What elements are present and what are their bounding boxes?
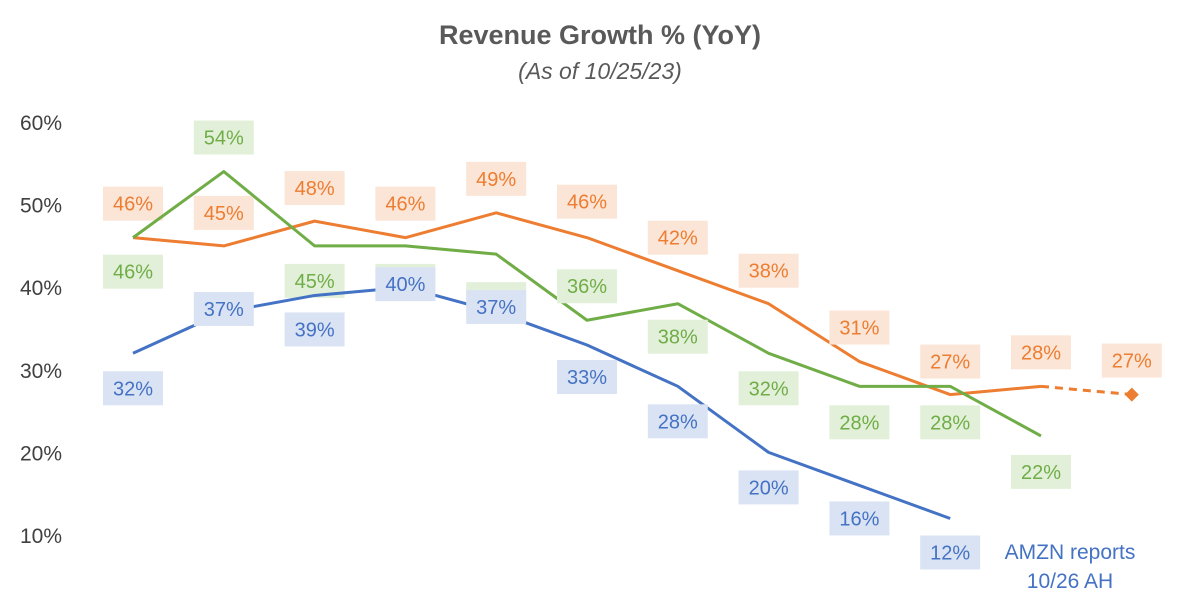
data-label-bg <box>557 184 617 219</box>
data-label-bg <box>829 405 890 440</box>
data-label: 54% <box>204 128 244 150</box>
data-label-bg <box>193 195 254 230</box>
annotation-line-2: 10/26 AH <box>1026 570 1114 593</box>
data-label-bg <box>284 171 345 206</box>
data-label-bg <box>466 161 527 196</box>
data-label: 27% <box>1112 351 1152 373</box>
data-label: 45% <box>295 271 335 293</box>
data-label: 40% <box>385 274 425 296</box>
data-label: 32% <box>113 378 153 400</box>
data-label-bg <box>466 289 527 324</box>
data-label-bg <box>920 405 981 440</box>
y-tick-label: 50% <box>20 195 62 218</box>
data-label: 46% <box>385 194 425 216</box>
data-label: 31% <box>839 318 879 340</box>
data-label: 39% <box>295 319 335 341</box>
series-projection-line-0 <box>1040 384 1132 397</box>
data-label-bg <box>375 267 436 302</box>
data-label: 38% <box>658 327 698 349</box>
series-line-1 <box>132 170 1042 438</box>
data-label-bg <box>557 269 617 304</box>
y-tick-label: 10% <box>20 525 62 548</box>
data-label: 33% <box>567 367 607 389</box>
data-label: 49% <box>476 169 516 191</box>
data-label-bg <box>920 344 981 379</box>
data-label: 22% <box>1021 462 1061 484</box>
chart-title: Revenue Growth % (YoY) <box>438 20 762 50</box>
data-label-bg <box>103 254 163 289</box>
data-label-bg <box>193 120 254 155</box>
data-label: 28% <box>930 412 970 434</box>
data-label-bg <box>738 371 799 406</box>
data-label-bg <box>647 319 708 354</box>
data-label: 16% <box>839 508 879 530</box>
data-label-bg <box>738 253 799 288</box>
data-label-bg <box>103 371 163 406</box>
data-label: 46% <box>113 262 153 284</box>
data-label: 38% <box>749 261 789 283</box>
data-label-bg <box>103 186 163 221</box>
series-line-0 <box>132 211 1042 397</box>
data-label-bg <box>920 535 981 570</box>
y-tick-label: 40% <box>20 277 62 300</box>
y-tick-label: 60% <box>20 112 62 135</box>
annotation-line-1: AMZN reports <box>1004 541 1136 564</box>
data-label-bg <box>738 470 799 505</box>
series-line-2 <box>132 285 951 520</box>
data-label: 45% <box>204 203 244 225</box>
chart-subtitle: (As of 10/25/23) <box>518 58 682 84</box>
data-label: 37% <box>476 297 516 319</box>
amzn-report-annotation: AMZN reports 10/26 AH <box>985 538 1155 596</box>
data-label: 46% <box>567 192 607 214</box>
data-label: 32% <box>749 378 789 400</box>
data-label-bg <box>647 404 708 439</box>
data-label-bg <box>829 310 890 345</box>
data-label: 42% <box>658 228 698 250</box>
data-label: 48% <box>295 178 335 200</box>
data-label: 28% <box>1021 342 1061 364</box>
data-label: 28% <box>658 411 698 433</box>
data-label-bg <box>557 360 617 395</box>
data-label: 20% <box>749 477 789 499</box>
data-label-bg <box>193 291 254 326</box>
y-tick-label: 20% <box>20 442 62 465</box>
data-label-bg <box>1011 454 1071 489</box>
data-label: 36% <box>567 276 607 298</box>
data-label: 12% <box>930 542 970 564</box>
data-label: 27% <box>930 352 970 374</box>
data-label-bg <box>647 220 708 255</box>
data-label-bg <box>1101 343 1162 378</box>
data-label-bg <box>829 501 890 536</box>
data-label: 37% <box>204 299 244 321</box>
data-label-bg <box>284 312 345 347</box>
projection-end-marker <box>1124 387 1139 402</box>
data-label-bg <box>1011 335 1071 370</box>
data-label: 28% <box>839 412 879 434</box>
y-tick-label: 30% <box>20 360 62 383</box>
data-label: 46% <box>113 194 153 216</box>
data-label-bg <box>375 186 436 221</box>
